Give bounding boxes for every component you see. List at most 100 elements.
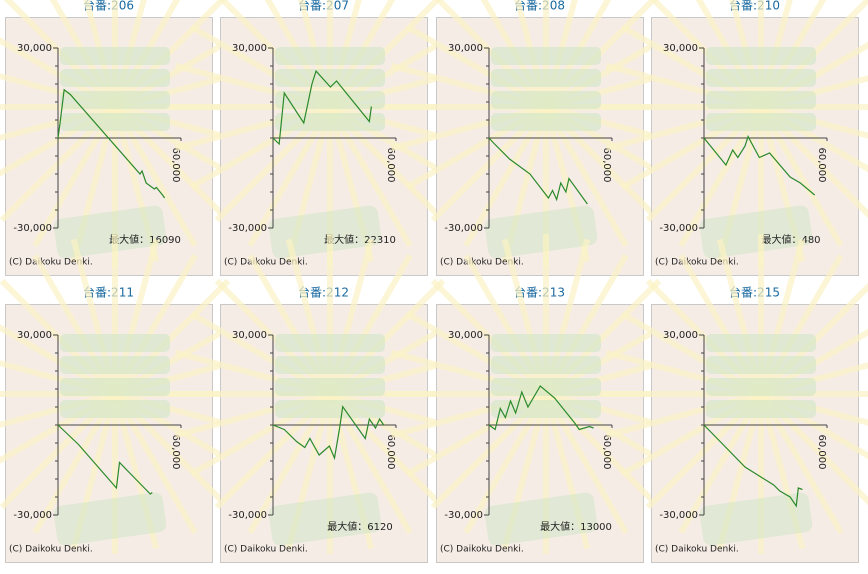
deco-box — [491, 47, 601, 65]
deco-box — [60, 91, 170, 109]
credit: (C) Daikoku Denki. — [224, 258, 308, 268]
ray — [327, 278, 446, 397]
deco-box — [60, 47, 170, 65]
deco-box — [706, 113, 816, 131]
data-line — [488, 385, 594, 431]
panel: -30,000 30,000 60,000 (C) Daikoku Denki. — [601, 234, 868, 563]
deco-box — [275, 356, 385, 374]
deco-box — [275, 400, 385, 418]
y-tick-label: -30,000 — [444, 510, 483, 521]
ray — [543, 278, 662, 397]
deco-box — [275, 91, 385, 109]
data-line — [272, 69, 372, 146]
x-tick-label: 60,000 — [170, 435, 181, 470]
y-tick-label: 30,000 — [232, 43, 267, 54]
panel-title: 台番:206 — [83, 0, 134, 13]
max-label: 最大値：6120 — [327, 520, 392, 533]
x-tick-label: 60,000 — [601, 435, 612, 470]
data-line — [703, 424, 803, 508]
deco-tray — [484, 205, 598, 259]
deco-box — [60, 69, 170, 87]
x-tick-label: 60,000 — [385, 148, 396, 183]
deco-tray — [53, 492, 167, 546]
y-tick-label: 30,000 — [448, 330, 483, 341]
y-tick-label: -30,000 — [659, 223, 698, 234]
deco-box — [275, 47, 385, 65]
deco-tray — [268, 205, 382, 259]
y-tick-label: 30,000 — [448, 43, 483, 54]
max-label: 最大値：22310 — [324, 233, 396, 246]
panel-title: 台番:215 — [729, 285, 780, 300]
deco-box — [491, 334, 601, 352]
data-line — [272, 405, 385, 461]
deco-box — [491, 378, 601, 396]
max-label: 最大値：16090 — [109, 233, 181, 246]
deco-box — [491, 91, 601, 109]
x-tick-label: 60,000 — [601, 148, 612, 183]
ray — [758, 0, 868, 110]
max-label: 最大値：480 — [761, 233, 820, 246]
deco-tray — [484, 492, 598, 546]
deco-box — [60, 356, 170, 374]
deco-tray — [268, 492, 382, 546]
deco-box — [491, 113, 601, 131]
ray — [327, 0, 442, 110]
y-tick-label: 30,000 — [17, 330, 52, 341]
y-tick-label: -30,000 — [13, 223, 52, 234]
credit: (C) Daikoku Denki. — [440, 258, 524, 268]
deco-box — [60, 334, 170, 352]
panel-title: 台番:207 — [298, 0, 349, 13]
deco-box — [706, 69, 816, 87]
deco-tray — [699, 492, 813, 546]
panel-title: 台番:211 — [83, 285, 134, 300]
panel: -30,000 30,000 60,000 最大値：13000 (C) Daikoku … — [386, 234, 706, 563]
ray — [112, 278, 231, 397]
panel-title: 台番:210 — [729, 0, 780, 13]
credit: (C) Daikoku Denki. — [655, 258, 739, 268]
deco-box — [275, 334, 385, 352]
y-tick-label: -30,000 — [444, 223, 483, 234]
x-tick-label: 60,000 — [170, 148, 181, 183]
y-tick-label: 30,000 — [663, 330, 698, 341]
deco-tray — [53, 205, 167, 259]
data-line — [703, 135, 816, 196]
deco-box — [275, 69, 385, 87]
panel: -30,000 30,000 60,000 最大値：480 (C) Daikoku De… — [601, 0, 868, 276]
data-line — [57, 88, 166, 199]
credit: (C) Daikoku Denki. — [224, 545, 308, 555]
credit: (C) Daikoku Denki. — [9, 545, 93, 555]
deco-box — [706, 91, 816, 109]
data-line — [488, 137, 588, 205]
deco-tray — [699, 205, 813, 259]
deco-box — [491, 356, 601, 374]
deco-box — [706, 400, 816, 418]
y-tick-label: -30,000 — [228, 223, 267, 234]
panel-title: 台番:212 — [298, 285, 349, 300]
y-tick-label: 30,000 — [663, 43, 698, 54]
y-tick-label: -30,000 — [659, 510, 698, 521]
deco-box — [275, 378, 385, 396]
panel-title: 台番:208 — [514, 0, 565, 13]
deco-box — [491, 69, 601, 87]
deco-box — [706, 378, 816, 396]
deco-box — [706, 356, 816, 374]
max-label: 最大値：13000 — [540, 520, 612, 533]
y-tick-label: -30,000 — [228, 510, 267, 521]
deco-box — [706, 334, 816, 352]
y-tick-label: -30,000 — [13, 510, 52, 521]
credit: (C) Daikoku Denki. — [9, 258, 93, 268]
x-tick-label: 60,000 — [816, 435, 827, 470]
deco-box — [60, 378, 170, 396]
x-tick-label: 60,000 — [816, 148, 827, 183]
deco-box — [275, 113, 385, 131]
deco-box — [706, 47, 816, 65]
credit: (C) Daikoku Denki. — [655, 545, 739, 555]
ray — [758, 282, 868, 397]
data-line — [57, 424, 153, 495]
deco-box — [60, 113, 170, 131]
credit: (C) Daikoku Denki. — [440, 545, 524, 555]
panel-title: 台番:213 — [514, 285, 565, 300]
deco-box — [60, 400, 170, 418]
ray — [112, 0, 227, 110]
